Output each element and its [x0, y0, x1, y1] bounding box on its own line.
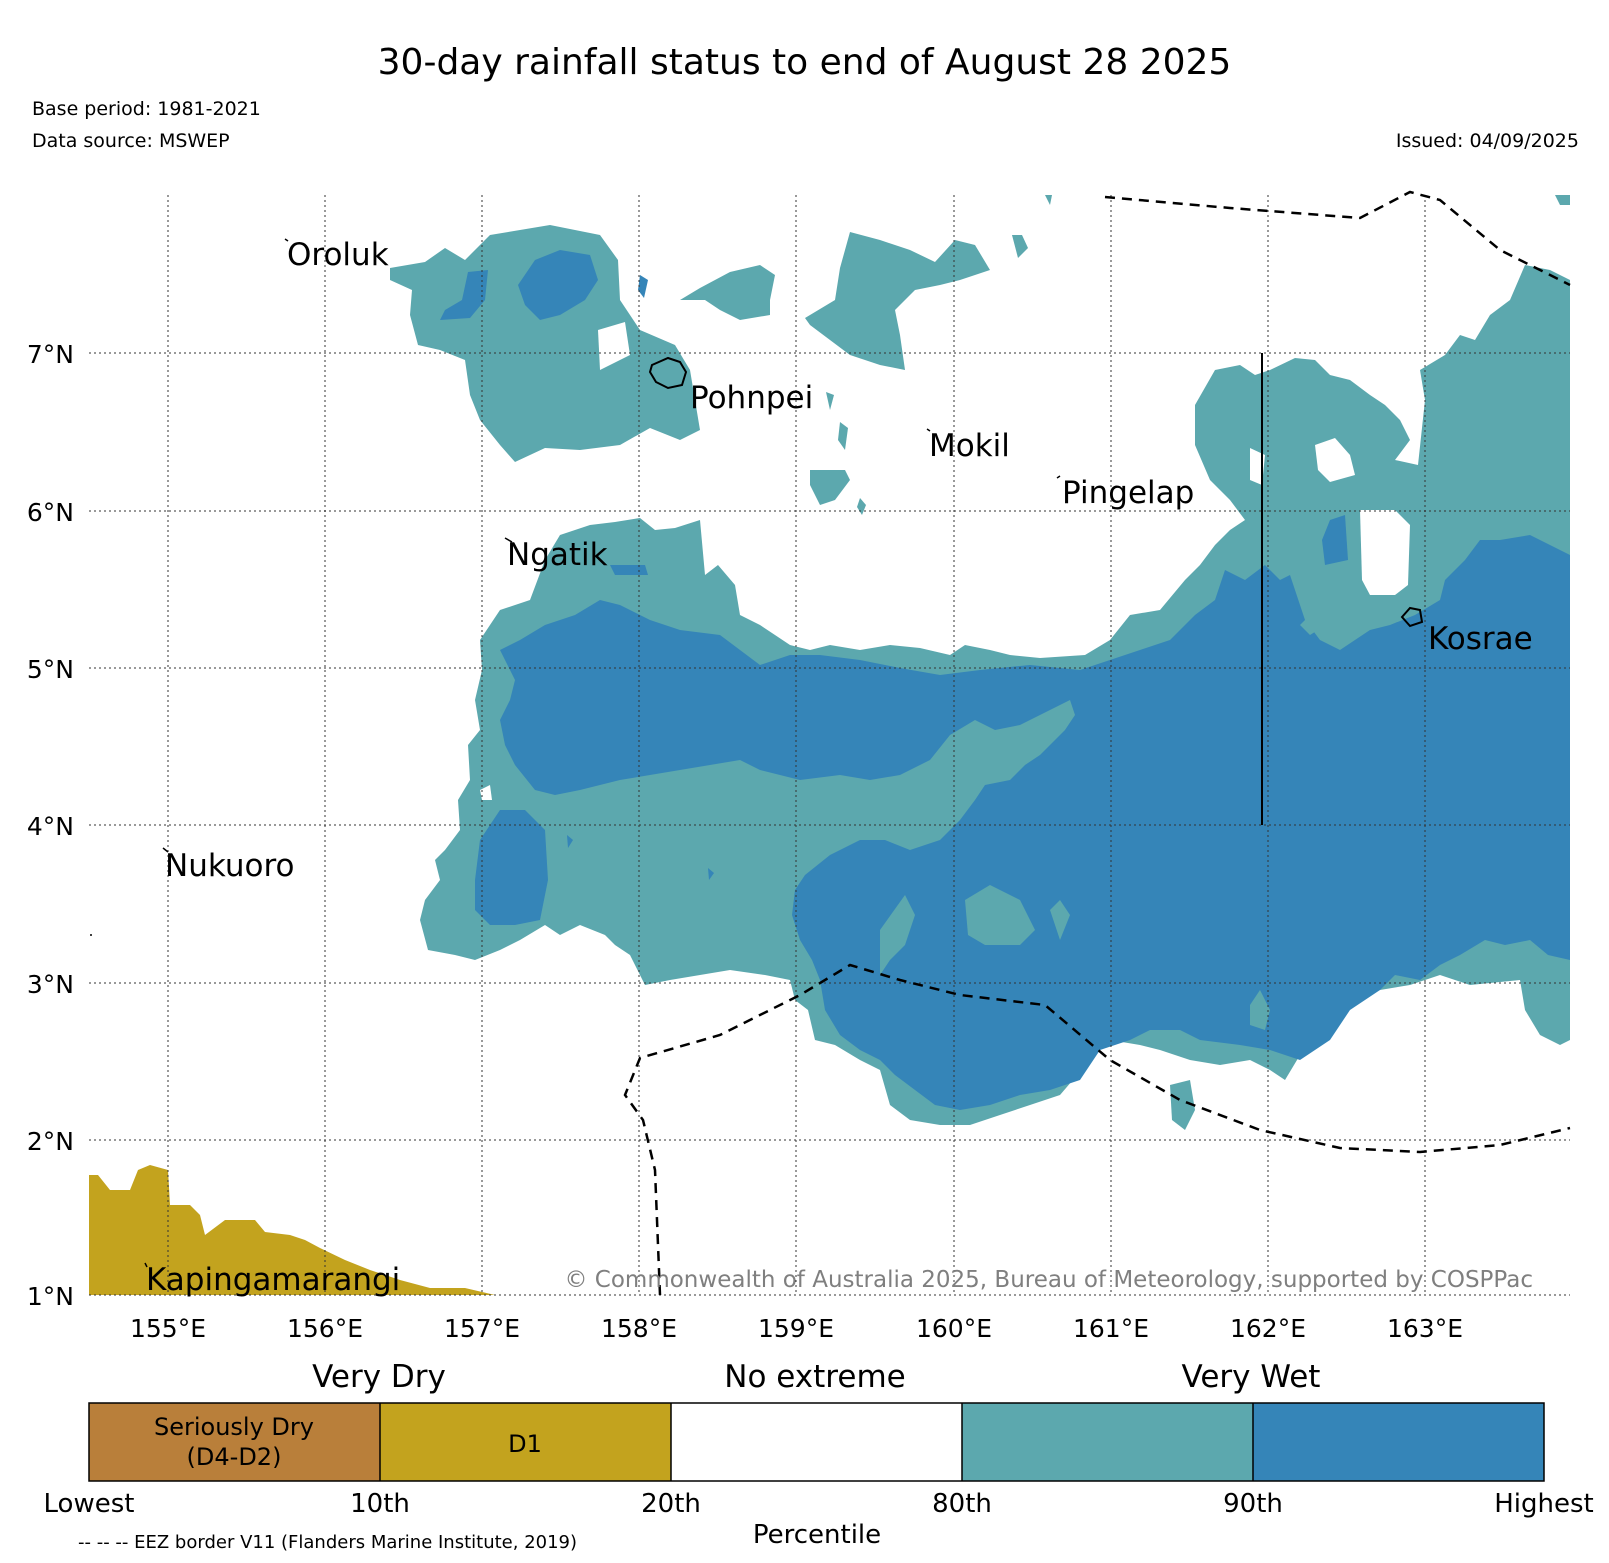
dry-area-d1 [89, 1165, 495, 1295]
legend-axis-label: Percentile [753, 1520, 881, 1550]
lat-label: 6°N [27, 498, 74, 527]
percentile-label: Lowest [44, 1489, 135, 1519]
eez-footnote: -- -- -- EEZ border V11 (Flanders Marine… [78, 1532, 578, 1553]
wet-area-mokil-north [805, 232, 990, 370]
legend-swatch-d1 [380, 1403, 671, 1481]
issued-date: Issued: 04/09/2025 [1395, 130, 1579, 152]
place-label-kosrae: Kosrae [1428, 621, 1533, 657]
lon-label: 158°E [601, 1314, 677, 1343]
legend-swatch-90-plus [1253, 1403, 1544, 1481]
wet-area-main-high [500, 535, 1570, 1110]
percentile-label: 10th [350, 1489, 410, 1519]
place-label-pingelap: Pingelap [1062, 475, 1194, 511]
graticule [89, 195, 1570, 1296]
legend-swatch-seriously-dry [89, 1403, 380, 1481]
base-period: Base period: 1981-2021 [32, 98, 261, 120]
longitude-labels: 155°E 156°E 157°E 158°E 159°E 160°E 161°… [130, 1314, 1463, 1343]
percentile-label: 20th [641, 1489, 701, 1519]
rainfall-map [89, 195, 1570, 1295]
percentile-label: 80th [932, 1489, 992, 1519]
place-label-nukuoro: Nukuoro [165, 848, 294, 884]
place-markers [90, 238, 1061, 1268]
legend-category: Very Wet [1182, 1359, 1321, 1395]
wet-area-north-central [680, 265, 775, 320]
place-label-oroluk: Oroluk [287, 237, 389, 273]
legend-segment-label: (D4-D2) [187, 1443, 282, 1471]
percentile-label: 90th [1223, 1489, 1283, 1519]
legend-category: Very Dry [312, 1359, 446, 1395]
latitude-labels: 7°N 6°N 5°N 4°N 3°N 2°N 1°N [27, 340, 74, 1311]
legend-segment-label: D1 [508, 1430, 542, 1458]
lat-label: 1°N [27, 1282, 74, 1311]
kosrae-outline [1400, 606, 1424, 628]
lat-label: 2°N [27, 1127, 74, 1156]
copyright-note: © Commonwealth of Australia 2025, Bureau… [564, 1267, 1533, 1293]
legend-category: No extreme [724, 1359, 905, 1395]
legend-segment-label: Seriously Dry [154, 1413, 314, 1441]
place-label-pohnpei: Pohnpei [690, 380, 813, 416]
lon-label: 163°E [1387, 1314, 1463, 1343]
lon-label: 162°E [1230, 1314, 1306, 1343]
place-label-kapingamarangi: Kapingamarangi [146, 1262, 400, 1298]
lon-label: 161°E [1073, 1314, 1149, 1343]
place-label-mokil: Mokil [929, 428, 1010, 464]
lat-label: 5°N [27, 655, 74, 684]
lat-label: 7°N [27, 340, 74, 369]
legend-swatch-no-extreme [671, 1403, 962, 1481]
eez-border [623, 190, 1571, 1296]
lon-label: 156°E [287, 1314, 363, 1343]
pohnpei-outline [648, 356, 688, 390]
map-title: 30-day rainfall status to end of August … [377, 42, 1232, 83]
data-source: Data source: MSWEP [32, 130, 230, 152]
place-label-ngatik: Ngatik [507, 537, 608, 573]
legend-swatch-80-90 [962, 1403, 1253, 1481]
lat-label: 3°N [27, 970, 74, 999]
lon-label: 157°E [444, 1314, 520, 1343]
lon-label: 160°E [916, 1314, 992, 1343]
lon-label: 159°E [758, 1314, 834, 1343]
lat-label: 4°N [27, 812, 74, 841]
percentile-label: Highest [1494, 1489, 1594, 1519]
wet-area-north-high [518, 250, 598, 320]
legend: Very Dry No extreme Very Wet Seriously D… [44, 1359, 1594, 1550]
lon-label: 155°E [130, 1314, 206, 1343]
